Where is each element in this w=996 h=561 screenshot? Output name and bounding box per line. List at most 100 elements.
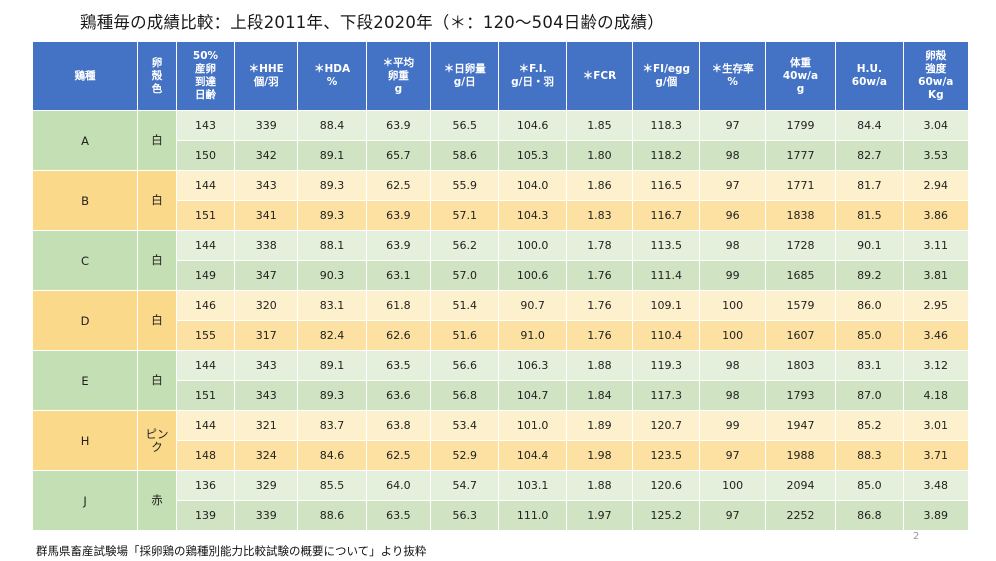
value-cell: 100.6 bbox=[498, 260, 567, 291]
value-cell: 342 bbox=[234, 140, 299, 171]
value-cell: 99 bbox=[699, 410, 766, 441]
value-cell: 88.6 bbox=[297, 500, 367, 531]
value-cell: 62.5 bbox=[365, 170, 432, 201]
value-cell: 120.6 bbox=[632, 470, 701, 501]
value-cell: 116.5 bbox=[632, 170, 701, 201]
value-cell: 97 bbox=[699, 500, 766, 531]
value-cell: 1988 bbox=[764, 440, 837, 471]
value-cell: 85.0 bbox=[835, 320, 904, 351]
value-cell: 144 bbox=[175, 230, 236, 261]
table-row: 151 343 89.3 63.6 56.8 104.7 1.84 117.3 98 1793 87… bbox=[33, 380, 970, 411]
header-shell-strength: 卵殻 強度 60w/a Kg bbox=[902, 41, 970, 111]
value-cell: 155 bbox=[175, 320, 236, 351]
value-cell: 89.2 bbox=[835, 260, 904, 291]
value-cell: 90.7 bbox=[498, 290, 567, 321]
value-cell: 56.3 bbox=[430, 500, 500, 531]
value-cell: 1.86 bbox=[565, 170, 634, 201]
value-cell: 116.7 bbox=[632, 200, 701, 231]
value-cell: 87.0 bbox=[835, 380, 904, 411]
value-cell: 148 bbox=[175, 440, 236, 471]
value-cell: 89.3 bbox=[297, 380, 367, 411]
value-cell: 123.5 bbox=[632, 440, 701, 471]
value-cell: 343 bbox=[234, 350, 299, 381]
shell-color-cell: 白 bbox=[137, 350, 177, 411]
header-avg-egg-weight: ＊平均 卵重 g bbox=[365, 41, 432, 111]
value-cell: 1728 bbox=[764, 230, 837, 261]
value-cell: 117.3 bbox=[632, 380, 701, 411]
value-cell: 86.0 bbox=[835, 290, 904, 321]
header-haugh-unit: H.U. 60w/a bbox=[835, 41, 904, 111]
value-cell: 151 bbox=[175, 200, 236, 231]
value-cell: 125.2 bbox=[632, 500, 701, 531]
header-hda: ＊HDA % bbox=[297, 41, 367, 111]
value-cell: 329 bbox=[234, 470, 299, 501]
value-cell: 1803 bbox=[764, 350, 837, 381]
value-cell: 3.53 bbox=[902, 140, 970, 171]
value-cell: 1.98 bbox=[565, 440, 634, 471]
header-shell-color: 卵 殻 色 bbox=[137, 41, 177, 111]
value-cell: 347 bbox=[234, 260, 299, 291]
value-cell: 113.5 bbox=[632, 230, 701, 261]
source-note: 群馬県畜産試験場「採卵鶏の鶏種別能力比較試験の概要について」より抜粋 bbox=[36, 544, 427, 558]
value-cell: 104.7 bbox=[498, 380, 567, 411]
value-cell: 2252 bbox=[764, 500, 837, 531]
shell-color-cell: 白 bbox=[137, 230, 177, 291]
table-row: J 赤 136 329 85.5 64.0 54.7 103.1 1.88 120.6 100 209… bbox=[31, 470, 970, 531]
value-cell: 101.0 bbox=[498, 410, 567, 441]
value-cell: 1.84 bbox=[565, 380, 634, 411]
header-daily-egg-mass: ＊日卵量 g/日 bbox=[430, 41, 500, 111]
value-cell: 341 bbox=[234, 200, 299, 231]
header-fcr: ＊FCR bbox=[565, 41, 634, 111]
value-cell: 104.6 bbox=[498, 110, 567, 141]
value-cell: 98 bbox=[699, 230, 766, 261]
breed-cell: E bbox=[31, 350, 139, 411]
value-cell: 1947 bbox=[764, 410, 837, 441]
value-cell: 339 bbox=[234, 500, 299, 531]
shell-color-cell: ピン ク bbox=[137, 410, 177, 471]
breed-cell: C bbox=[31, 230, 139, 291]
value-cell: 56.2 bbox=[430, 230, 500, 261]
value-cell: 1.76 bbox=[565, 260, 634, 291]
value-cell: 84.6 bbox=[297, 440, 367, 471]
value-cell: 83.1 bbox=[835, 350, 904, 381]
breed-cell: H bbox=[31, 410, 139, 471]
breed-performance-table: 鶏種 卵 殻 色 50% 産卵 到達 日齢 ＊HHE 個/羽 ＊HDA % ＊平… bbox=[31, 41, 970, 531]
value-cell: 56.8 bbox=[430, 380, 500, 411]
page-title: 鶏種毎の成績比較：上段2011年、下段2020年（＊：120〜504日齢の成績） bbox=[80, 13, 664, 32]
value-cell: 85.5 bbox=[297, 470, 367, 501]
value-cell: 53.4 bbox=[430, 410, 500, 441]
value-cell: 3.81 bbox=[902, 260, 970, 291]
value-cell: 82.4 bbox=[297, 320, 367, 351]
value-cell: 83.7 bbox=[297, 410, 367, 441]
value-cell: 84.4 bbox=[835, 110, 904, 141]
value-cell: 100 bbox=[699, 290, 766, 321]
value-cell: 63.8 bbox=[365, 410, 432, 441]
shell-color-cell: 白 bbox=[137, 290, 177, 351]
value-cell: 343 bbox=[234, 380, 299, 411]
header-survival-rate: ＊生存率 % bbox=[699, 41, 766, 111]
header-50pct-laying-age: 50% 産卵 到達 日齢 bbox=[175, 41, 236, 111]
value-cell: 104.4 bbox=[498, 440, 567, 471]
shell-color-cell: 白 bbox=[137, 110, 177, 171]
value-cell: 149 bbox=[175, 260, 236, 291]
value-cell: 57.0 bbox=[430, 260, 500, 291]
value-cell: 321 bbox=[234, 410, 299, 441]
value-cell: 64.0 bbox=[365, 470, 432, 501]
value-cell: 111.0 bbox=[498, 500, 567, 531]
value-cell: 88.1 bbox=[297, 230, 367, 261]
value-cell: 103.1 bbox=[498, 470, 567, 501]
value-cell: 1.88 bbox=[565, 470, 634, 501]
value-cell: 109.1 bbox=[632, 290, 701, 321]
value-cell: 118.2 bbox=[632, 140, 701, 171]
value-cell: 65.7 bbox=[365, 140, 432, 171]
value-cell: 3.48 bbox=[902, 470, 970, 501]
value-cell: 61.8 bbox=[365, 290, 432, 321]
value-cell: 98 bbox=[699, 380, 766, 411]
value-cell: 54.7 bbox=[430, 470, 500, 501]
value-cell: 97 bbox=[699, 110, 766, 141]
value-cell: 1685 bbox=[764, 260, 837, 291]
value-cell: 139 bbox=[175, 500, 236, 531]
value-cell: 143 bbox=[175, 110, 236, 141]
value-cell: 88.3 bbox=[835, 440, 904, 471]
table-body: A 白 143 339 88.4 63.9 56.5 104.6 1.85 118.3 97 1799… bbox=[31, 110, 970, 531]
